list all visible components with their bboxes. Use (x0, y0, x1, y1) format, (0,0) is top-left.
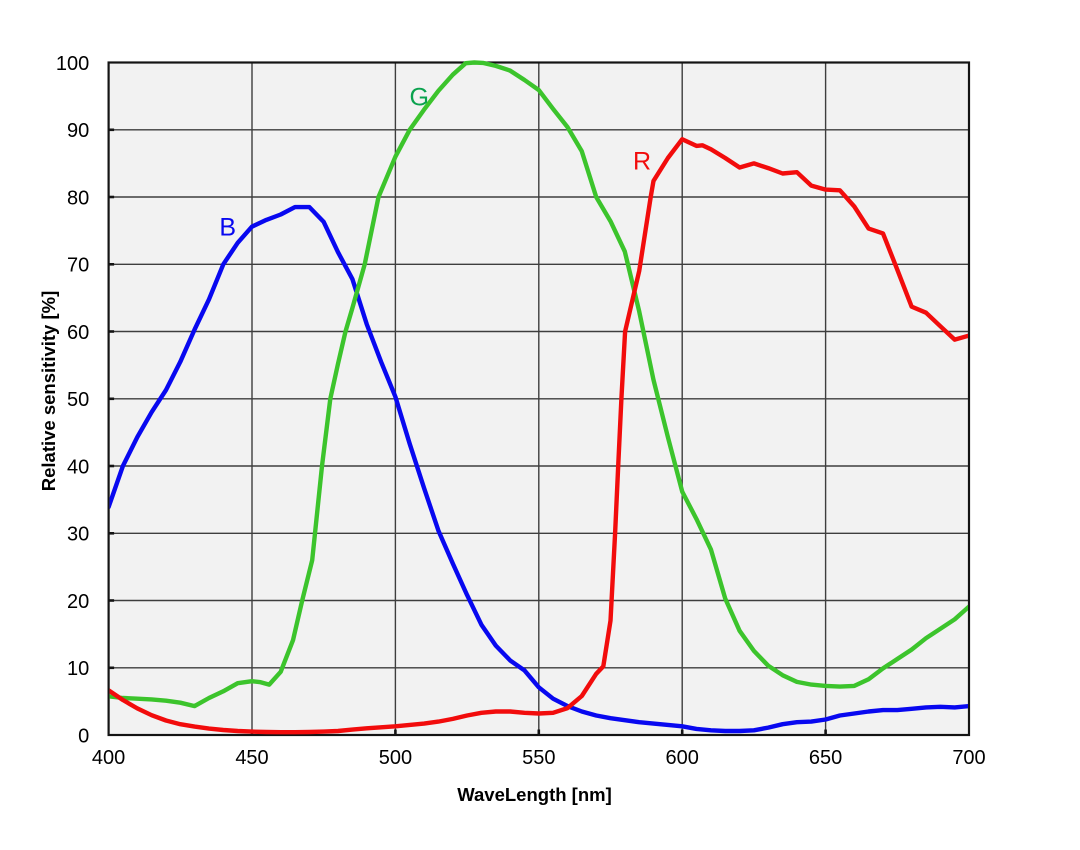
svg-text:500: 500 (379, 747, 412, 769)
svg-text:Relative sensitivity [%]: Relative sensitivity [%] (38, 291, 59, 492)
svg-text:600: 600 (666, 747, 699, 769)
svg-text:100: 100 (56, 53, 89, 75)
svg-text:50: 50 (67, 389, 89, 411)
svg-text:10: 10 (67, 658, 89, 680)
svg-text:30: 30 (67, 524, 89, 546)
svg-text:WaveLength [nm]: WaveLength [nm] (457, 784, 612, 805)
svg-text:90: 90 (67, 120, 89, 142)
svg-text:80: 80 (67, 187, 89, 209)
svg-text:70: 70 (67, 255, 89, 277)
svg-text:650: 650 (809, 747, 842, 769)
svg-text:R: R (633, 147, 651, 175)
svg-text:0: 0 (78, 725, 89, 747)
svg-text:B: B (219, 214, 236, 242)
svg-text:450: 450 (235, 747, 268, 769)
svg-text:20: 20 (67, 591, 89, 613)
svg-text:550: 550 (522, 747, 555, 769)
svg-text:60: 60 (67, 322, 89, 344)
svg-text:400: 400 (92, 747, 125, 769)
svg-text:700: 700 (952, 747, 985, 769)
svg-text:40: 40 (67, 456, 89, 478)
svg-text:G: G (409, 83, 428, 111)
